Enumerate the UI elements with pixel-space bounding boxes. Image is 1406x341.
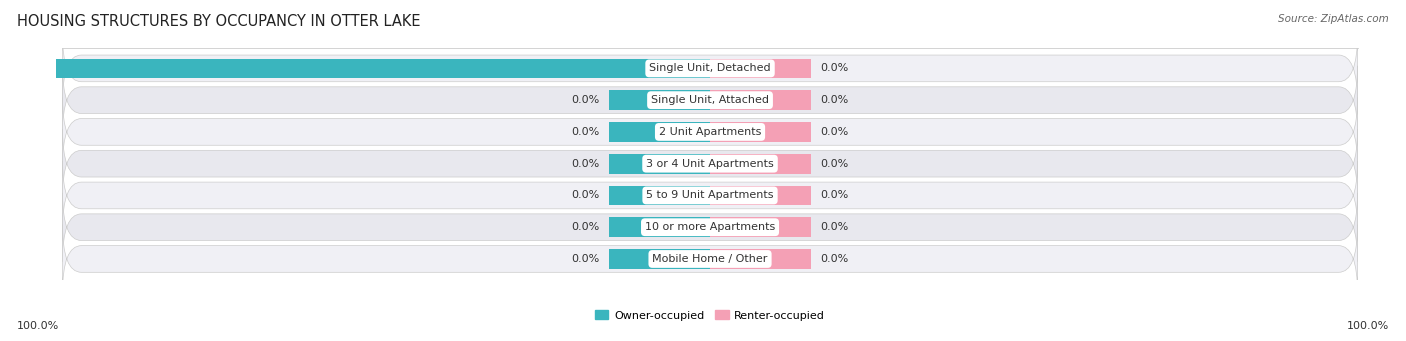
Text: 0.0%: 0.0% [821, 190, 849, 201]
Bar [609, 154, 710, 174]
Legend: Owner-occupied, Renter-occupied: Owner-occupied, Renter-occupied [591, 306, 830, 325]
Text: 100.0%: 100.0% [1347, 321, 1389, 331]
Text: Single Unit, Detached: Single Unit, Detached [650, 63, 770, 73]
Text: 0.0%: 0.0% [821, 222, 849, 232]
Text: 0.0%: 0.0% [821, 127, 849, 137]
Text: 100.0%: 100.0% [17, 321, 59, 331]
Text: Source: ZipAtlas.com: Source: ZipAtlas.com [1278, 14, 1389, 24]
Bar [609, 249, 710, 269]
Bar [710, 217, 811, 237]
Text: 0.0%: 0.0% [571, 159, 599, 169]
Bar [609, 186, 710, 205]
FancyBboxPatch shape [62, 161, 1358, 230]
FancyBboxPatch shape [62, 129, 1358, 198]
Text: HOUSING STRUCTURES BY OCCUPANCY IN OTTER LAKE: HOUSING STRUCTURES BY OCCUPANCY IN OTTER… [17, 14, 420, 29]
Bar [710, 249, 811, 269]
FancyBboxPatch shape [62, 225, 1358, 293]
FancyBboxPatch shape [62, 98, 1358, 166]
Bar [710, 90, 811, 110]
Text: 0.0%: 0.0% [571, 127, 599, 137]
Bar [0, 59, 710, 78]
FancyBboxPatch shape [62, 66, 1358, 134]
Text: 0.0%: 0.0% [571, 222, 599, 232]
FancyBboxPatch shape [62, 193, 1358, 262]
Text: 0.0%: 0.0% [571, 190, 599, 201]
Text: Single Unit, Attached: Single Unit, Attached [651, 95, 769, 105]
Bar [609, 122, 710, 142]
Text: 0.0%: 0.0% [821, 95, 849, 105]
Bar [609, 217, 710, 237]
FancyBboxPatch shape [62, 34, 1358, 103]
Bar [609, 90, 710, 110]
Text: 0.0%: 0.0% [571, 254, 599, 264]
Text: 3 or 4 Unit Apartments: 3 or 4 Unit Apartments [647, 159, 773, 169]
Bar [710, 154, 811, 174]
Text: 0.0%: 0.0% [571, 95, 599, 105]
Bar [710, 122, 811, 142]
Text: 2 Unit Apartments: 2 Unit Apartments [659, 127, 761, 137]
Text: 5 to 9 Unit Apartments: 5 to 9 Unit Apartments [647, 190, 773, 201]
Text: Mobile Home / Other: Mobile Home / Other [652, 254, 768, 264]
Bar [710, 186, 811, 205]
Text: 0.0%: 0.0% [821, 63, 849, 73]
Bar [710, 59, 811, 78]
Text: 0.0%: 0.0% [821, 254, 849, 264]
Text: 10 or more Apartments: 10 or more Apartments [645, 222, 775, 232]
Text: 0.0%: 0.0% [821, 159, 849, 169]
